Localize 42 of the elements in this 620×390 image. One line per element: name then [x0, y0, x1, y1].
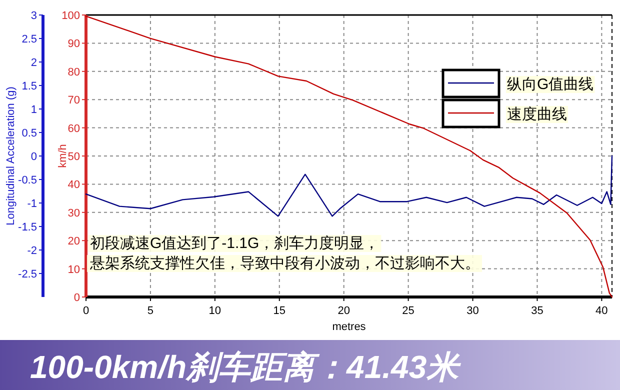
y2-tick-label: -2.5	[18, 268, 37, 280]
y-tick-label: 0	[74, 292, 80, 304]
x-tick-label: 30	[466, 305, 479, 317]
y-tick-label: 40	[68, 179, 80, 192]
x-tick-label: 35	[531, 305, 544, 317]
x-tick-label: 40	[596, 305, 608, 317]
y2-tick-label: -0.5	[18, 174, 37, 186]
annotation: 初段减速G值达到了-1.1G，刹车力度明显，	[90, 235, 380, 252]
y-tick-label: 50	[68, 151, 80, 163]
y-axis-title: km/h	[57, 144, 69, 168]
y2-tick-label: -2	[27, 245, 37, 257]
y-tick-label: 100	[62, 10, 80, 22]
y2-tick-label: -1	[27, 198, 37, 210]
y-tick-label: 90	[68, 38, 80, 50]
x-tick-label: 20	[338, 305, 350, 317]
y-tick-label: 20	[68, 236, 80, 248]
legend-label: 纵向G值曲线	[507, 76, 594, 93]
line-series	[85, 155, 613, 217]
x-tick-label: 15	[273, 305, 286, 317]
y-tick-label: 70	[68, 94, 80, 107]
y-tick-label: 60	[68, 122, 80, 135]
legend-label: 速度曲线	[507, 106, 567, 123]
y2-tick-label: 2.5	[22, 34, 37, 46]
y2-tick-label: -1.5	[18, 222, 37, 234]
y2-tick-label: 1.5	[22, 80, 37, 92]
y2-tick-label: 1	[30, 104, 37, 116]
y-tick-label: 80	[68, 66, 80, 78]
x-tick-label: 0	[82, 305, 90, 317]
y2-tick-label: 2	[30, 57, 37, 69]
x-tick-label: 25	[402, 305, 414, 317]
y-tick-label: 10	[68, 264, 80, 276]
x-axis-title: metres	[332, 321, 366, 333]
x-tick-label: 10	[208, 305, 222, 317]
y-tick-label: 30	[68, 207, 80, 220]
text: 100-0km/h刹车距离：41.43米	[30, 349, 462, 385]
y2-tick-label: 0.5	[22, 128, 37, 140]
x-tick-label: 5	[147, 305, 154, 317]
line-series	[85, 16, 613, 298]
y2-tick-label: 0	[30, 151, 37, 163]
y2-axis-title: Longitudinal Acceleration (g)	[5, 86, 17, 226]
annotation: 悬架系统支撑性欠佳，导致中段有小波动，不过影响不大。	[89, 255, 480, 272]
y2-tick-label: 3	[30, 10, 37, 22]
